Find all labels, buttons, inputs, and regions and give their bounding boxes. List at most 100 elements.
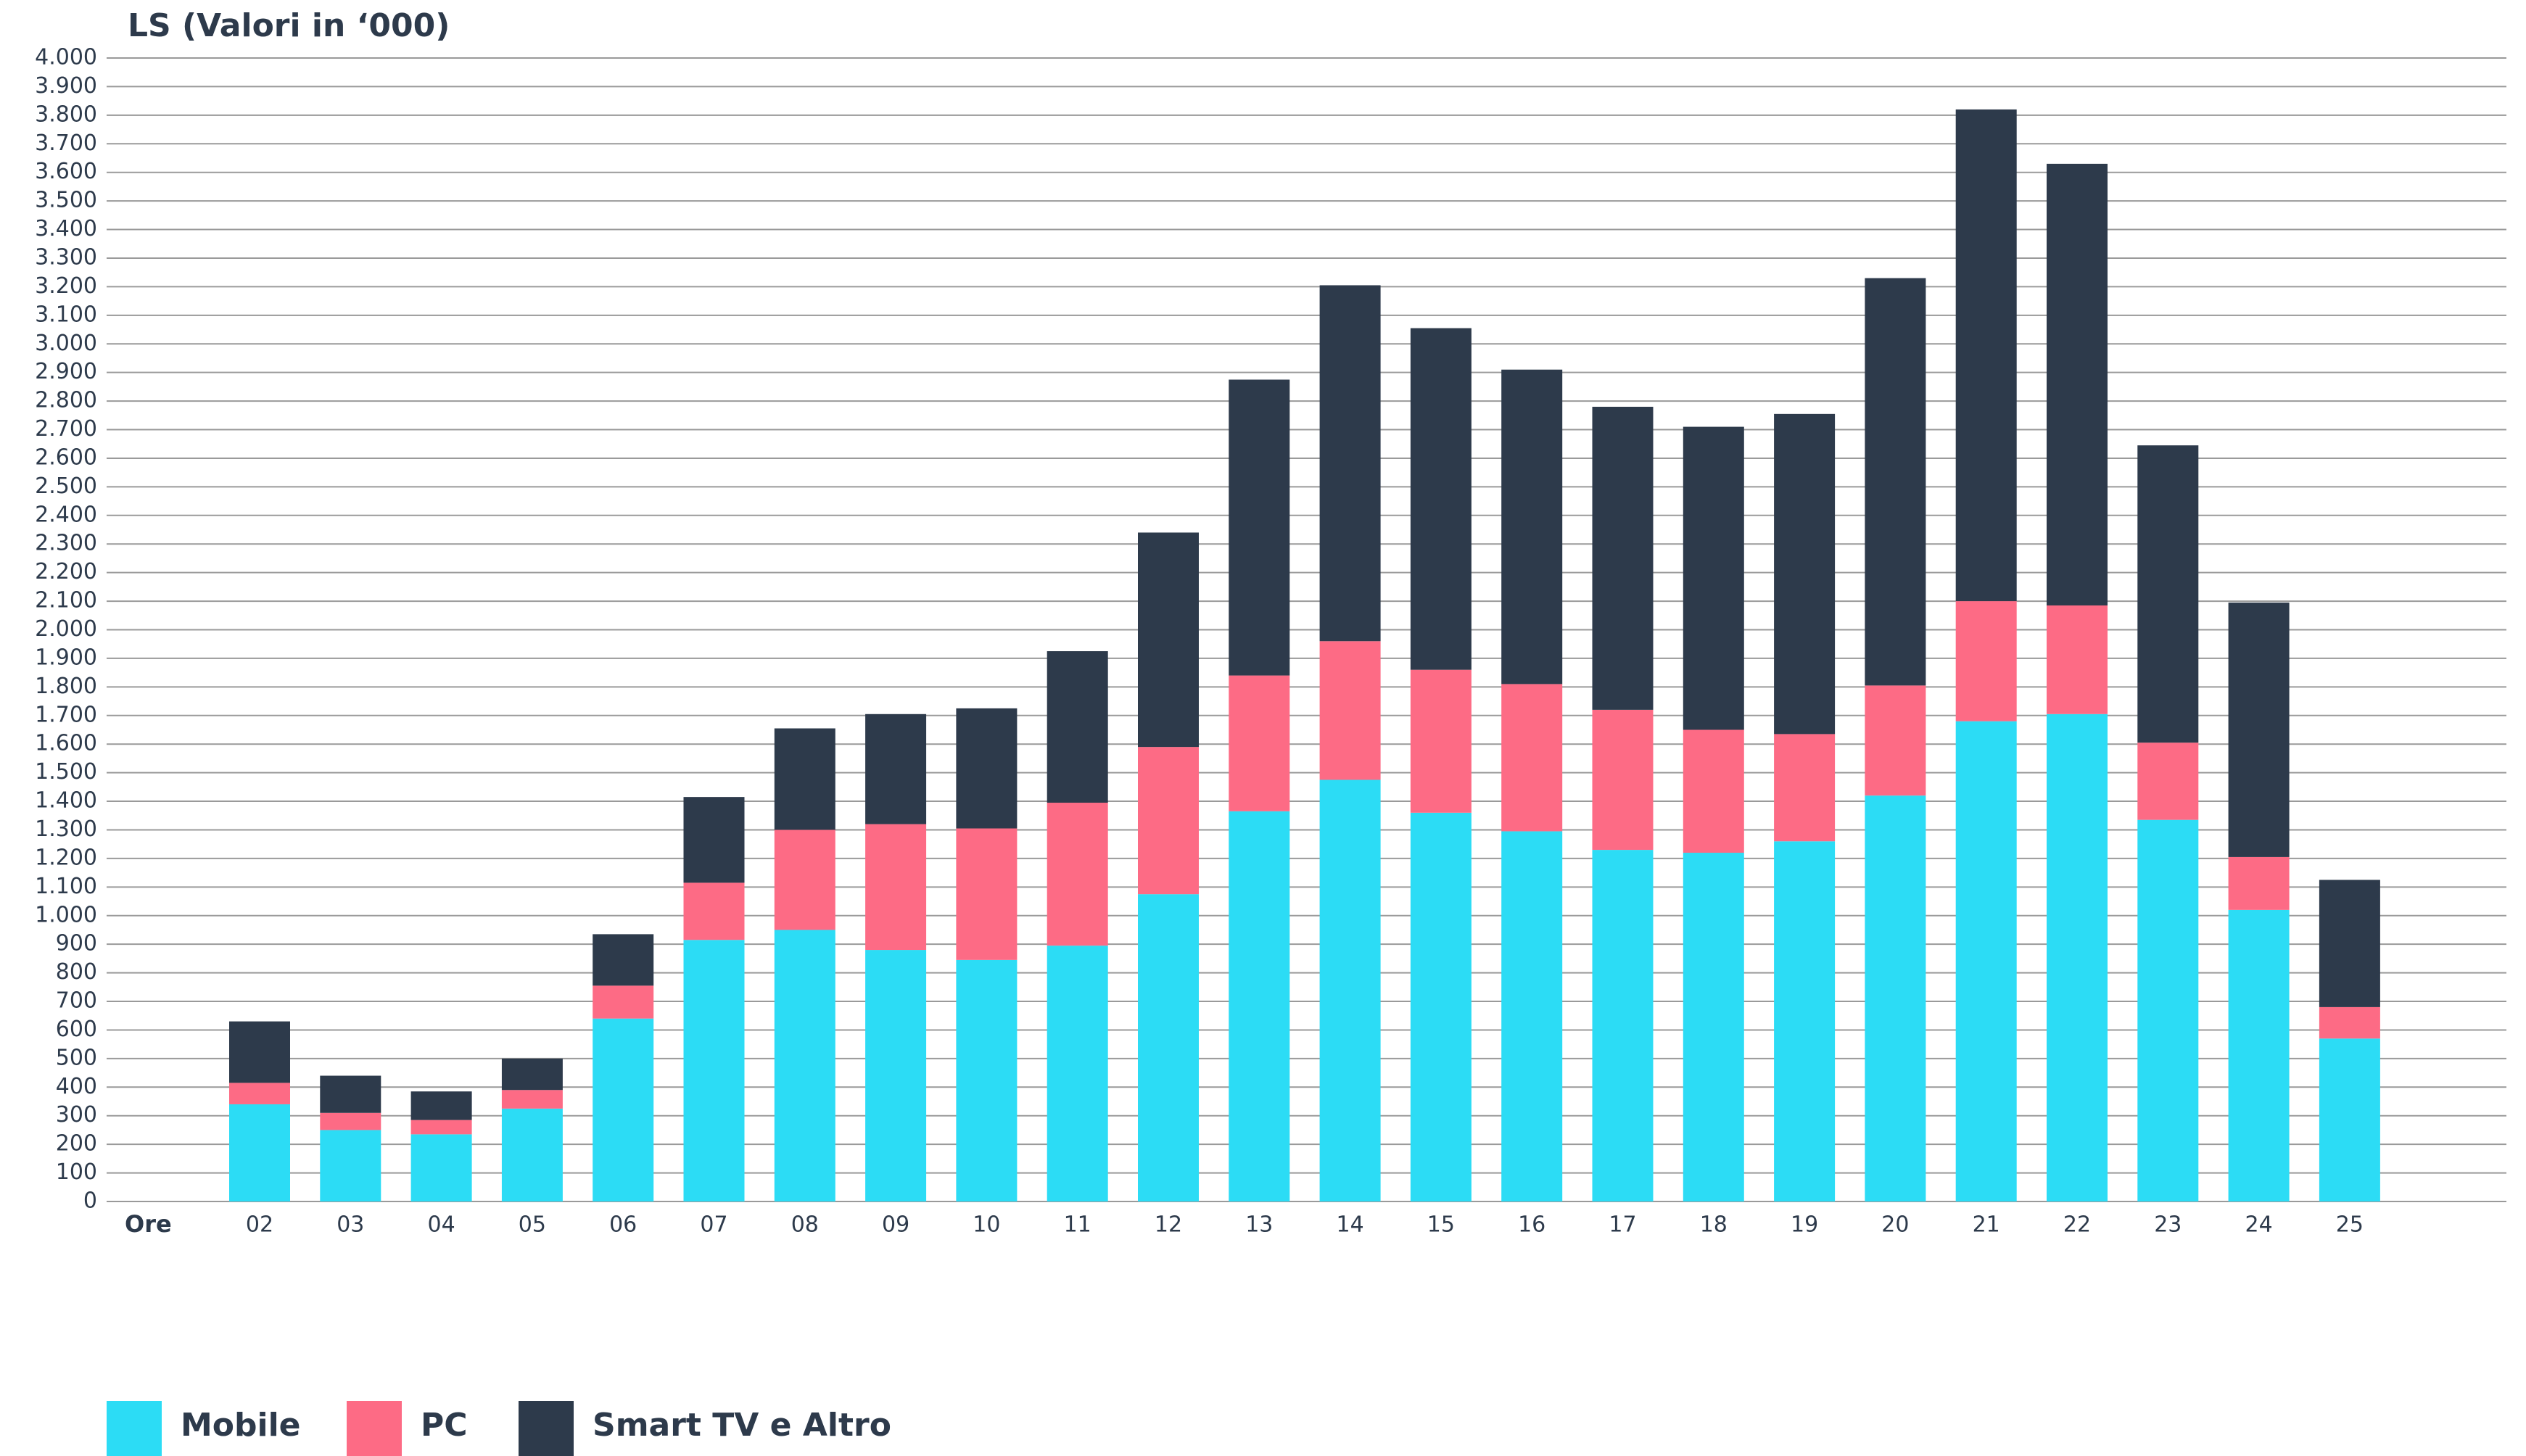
y-tick-label: 400 bbox=[56, 1074, 97, 1099]
legend-label: PC bbox=[421, 1407, 468, 1444]
bar-segment bbox=[229, 1021, 290, 1083]
chart-title: LS (Valori in ‘000) bbox=[128, 7, 450, 44]
bar-segment bbox=[2228, 856, 2290, 910]
x-tick-label: 15 bbox=[1427, 1212, 1455, 1238]
bar-segment bbox=[1501, 369, 1563, 684]
x-tick-label: 05 bbox=[519, 1212, 546, 1238]
y-tick-label: 3.500 bbox=[35, 188, 97, 213]
x-tick-label: 17 bbox=[1609, 1212, 1636, 1238]
x-tick-label: 13 bbox=[1245, 1212, 1273, 1238]
x-tick-label: 06 bbox=[609, 1212, 637, 1238]
bar-segment bbox=[683, 940, 745, 1201]
bar-segment bbox=[1683, 853, 1744, 1201]
bar-segment bbox=[2137, 819, 2199, 1201]
y-tick-label: 1.300 bbox=[35, 816, 97, 842]
bar-segment bbox=[1047, 803, 1108, 946]
bar-segment bbox=[1592, 850, 1654, 1201]
y-tick-label: 3.700 bbox=[35, 131, 97, 156]
bar-segment bbox=[593, 934, 654, 986]
bar-segment bbox=[1229, 811, 1290, 1201]
bar-segment bbox=[2047, 163, 2108, 605]
legend-label: Smart TV e Altro bbox=[593, 1407, 891, 1444]
bar-segment bbox=[1229, 379, 1290, 676]
y-tick-label: 1.600 bbox=[35, 731, 97, 756]
bar-segment bbox=[1138, 532, 1199, 748]
bar-segment bbox=[774, 830, 835, 930]
bar-segment bbox=[501, 1108, 563, 1201]
bar-segment bbox=[229, 1104, 290, 1201]
bar-segment bbox=[320, 1130, 381, 1201]
bar-segment bbox=[501, 1058, 563, 1091]
bar-segment bbox=[320, 1112, 381, 1130]
bar-segment bbox=[1774, 413, 1836, 735]
bar-segment bbox=[2228, 603, 2290, 857]
bar-segment bbox=[2319, 880, 2380, 1007]
bar-segment bbox=[1683, 426, 1744, 730]
bar-segment bbox=[1319, 779, 1381, 1201]
y-tick-label: 3.100 bbox=[35, 302, 97, 327]
bar-segment bbox=[1774, 734, 1836, 842]
y-tick-label: 900 bbox=[56, 931, 97, 956]
y-tick-label: 3.900 bbox=[35, 73, 97, 99]
x-tick-label: 16 bbox=[1518, 1212, 1545, 1238]
y-tick-label: 1.100 bbox=[35, 874, 97, 899]
x-tick-label: 11 bbox=[1064, 1212, 1091, 1238]
bar-segment bbox=[1410, 812, 1472, 1201]
y-tick-label: 1.400 bbox=[35, 788, 97, 814]
x-tick-label: 10 bbox=[973, 1212, 1000, 1238]
y-tick-label: 3.800 bbox=[35, 102, 97, 127]
y-tick-label: 300 bbox=[56, 1102, 97, 1128]
bar-segment bbox=[501, 1090, 563, 1109]
bar-segment bbox=[774, 930, 835, 1201]
y-tick-label: 1.900 bbox=[35, 645, 97, 670]
bar-segment bbox=[1410, 328, 1472, 670]
x-axis-label: Ore bbox=[125, 1210, 172, 1238]
bar-segment bbox=[1229, 675, 1290, 811]
bar-segment bbox=[1501, 831, 1563, 1201]
x-tick-label: 04 bbox=[428, 1212, 455, 1238]
y-tick-label: 700 bbox=[56, 988, 97, 1014]
x-tick-label: 07 bbox=[700, 1212, 727, 1238]
bar-segment bbox=[1319, 641, 1381, 780]
bar-segment bbox=[1138, 747, 1199, 895]
y-tick-label: 2.000 bbox=[35, 616, 97, 642]
y-tick-label: 3.000 bbox=[35, 331, 97, 356]
y-tick-label: 2.200 bbox=[35, 559, 97, 584]
x-tick-label: 23 bbox=[2154, 1212, 2182, 1238]
bar-segment bbox=[683, 882, 745, 940]
bar-segment bbox=[2319, 1006, 2380, 1039]
bar-segment bbox=[1865, 278, 1926, 686]
x-tick-label: 24 bbox=[2245, 1212, 2273, 1238]
bar-segment bbox=[1501, 684, 1563, 832]
y-tick-label: 2.100 bbox=[35, 588, 97, 613]
bar-segment bbox=[410, 1134, 472, 1201]
y-tick-label: 1.200 bbox=[35, 845, 97, 870]
y-tick-label: 100 bbox=[56, 1159, 97, 1185]
bar-segment bbox=[956, 959, 1018, 1201]
bar-segment bbox=[1592, 406, 1654, 710]
bar-segment bbox=[865, 713, 927, 824]
y-tick-label: 3.200 bbox=[35, 273, 97, 299]
bar-segment bbox=[1047, 946, 1108, 1201]
bar-segment bbox=[1955, 109, 2017, 602]
y-tick-label: 2.600 bbox=[35, 444, 97, 470]
y-tick-label: 2.400 bbox=[35, 502, 97, 527]
y-tick-label: 1.500 bbox=[35, 759, 97, 785]
bar-segment bbox=[956, 708, 1018, 829]
bar-segment bbox=[229, 1083, 290, 1104]
bar-segment bbox=[2137, 445, 2199, 743]
legend-swatch bbox=[519, 1401, 574, 1456]
legend-label: Mobile bbox=[181, 1407, 301, 1444]
x-tick-label: 03 bbox=[337, 1212, 364, 1238]
legend-swatch bbox=[107, 1401, 162, 1456]
bar-segment bbox=[2047, 605, 2108, 714]
bar-segment bbox=[1047, 651, 1108, 803]
x-tick-label: 02 bbox=[246, 1212, 273, 1238]
x-tick-label: 22 bbox=[2063, 1212, 2091, 1238]
y-tick-label: 800 bbox=[56, 959, 97, 985]
bar-segment bbox=[1774, 841, 1836, 1201]
bar-segment bbox=[1410, 669, 1472, 813]
y-tick-label: 0 bbox=[83, 1188, 97, 1214]
bar-segment bbox=[683, 797, 745, 883]
